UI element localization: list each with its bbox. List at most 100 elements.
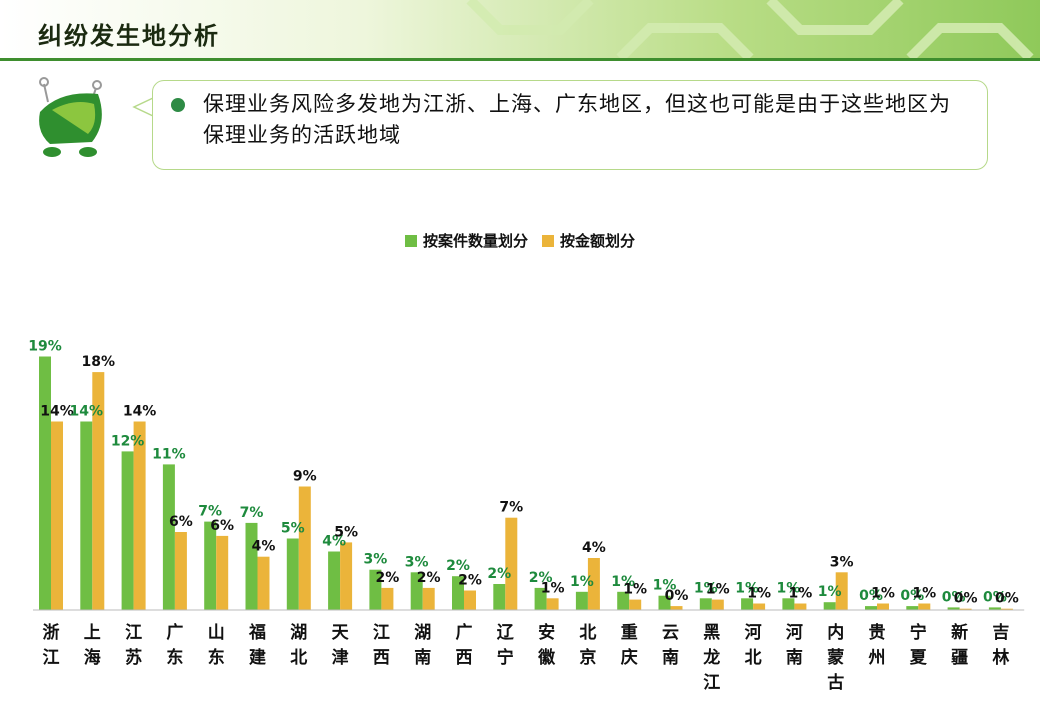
data-label-count-5: 7% — [240, 505, 264, 521]
bar-count-7 — [328, 551, 341, 610]
category-label-17: 河 — [745, 623, 762, 643]
bar-count-20 — [865, 606, 877, 610]
bar-count-11 — [493, 584, 506, 610]
category-label-1: 上 — [84, 623, 101, 643]
category-label-10-char-1: 西 — [456, 648, 473, 668]
data-label-amount-9: 2% — [417, 570, 441, 586]
bar-count-6 — [286, 538, 299, 610]
bar-count-2 — [121, 451, 134, 610]
data-label-count-2: 12% — [111, 433, 145, 449]
data-label-count-16: 1% — [694, 580, 718, 596]
bar-amount-11 — [505, 517, 518, 610]
legend-item-series2: 按金额划分 — [542, 230, 635, 251]
data-label-count-14: 1% — [611, 574, 635, 590]
bar-amount-1 — [92, 372, 105, 610]
category-label-22: 新 — [951, 622, 968, 643]
category-label-4: 山 — [208, 623, 225, 643]
category-label-12: 安 — [538, 622, 555, 643]
data-label-count-21: 0% — [900, 588, 924, 604]
data-label-count-7: 4% — [322, 534, 346, 550]
category-label-16-char-1: 龙 — [702, 647, 720, 668]
category-label-14-char-1: 庆 — [621, 647, 638, 668]
data-label-amount-15: 0% — [665, 588, 689, 604]
header-hexagon-decoration — [466, 0, 1034, 58]
data-label-amount-7: 5% — [334, 524, 358, 540]
data-label-count-0: 19% — [28, 339, 62, 355]
bar-count-5 — [245, 522, 258, 610]
data-label-amount-13: 4% — [582, 540, 606, 556]
category-label-0-char-1: 江 — [43, 648, 60, 668]
category-label-23-char-1: 林 — [992, 647, 1009, 668]
bar-amount-2 — [133, 421, 146, 610]
bar-amount-23 — [1000, 608, 1013, 610]
category-label-7-char-1: 津 — [332, 647, 349, 668]
bar-amount-15 — [670, 606, 683, 610]
data-label-count-10: 2% — [446, 558, 470, 574]
category-label-1-char-1: 海 — [84, 647, 101, 668]
category-label-18: 河 — [786, 623, 803, 643]
bar-count-16 — [699, 598, 712, 610]
data-label-count-11: 2% — [487, 566, 511, 582]
category-label-2: 江 — [125, 623, 142, 643]
category-label-11: 辽 — [497, 623, 515, 643]
legend-swatch-series1 — [404, 234, 417, 247]
bar-count-23 — [988, 607, 1001, 610]
legend-swatch-series2 — [542, 234, 554, 247]
data-label-count-1: 14% — [70, 404, 104, 420]
category-label-5-char-1: 建 — [249, 647, 266, 668]
data-label-amount-1: 18% — [82, 354, 116, 370]
bar-count-22 — [947, 607, 960, 610]
data-label-amount-10: 2% — [458, 573, 482, 589]
bar-amount-19 — [835, 572, 848, 610]
data-label-amount-0: 14% — [40, 404, 74, 420]
category-label-3: 广 — [166, 622, 183, 643]
data-label-count-3: 11% — [152, 446, 186, 462]
header-divider — [0, 58, 1040, 61]
bar-amount-18 — [794, 603, 807, 610]
bar-amount-13 — [587, 558, 600, 610]
bar-amount-12 — [546, 598, 559, 610]
category-label-16-char-2: 江 — [703, 673, 720, 693]
bar-count-8 — [369, 569, 382, 610]
data-label-amount-16: 1% — [706, 582, 730, 598]
category-label-9: 湖 — [414, 623, 431, 643]
bar-count-12 — [534, 587, 547, 610]
callout-text: 保理业务风险多发地为江浙、上海、广东地区，但这也可能是由于这些地区为保理业务的活… — [203, 92, 951, 147]
bar-amount-3 — [174, 532, 187, 610]
bar-count-18 — [782, 598, 795, 610]
category-label-15: 云 — [662, 623, 679, 643]
category-label-8: 江 — [373, 623, 390, 643]
data-label-count-4: 7% — [198, 504, 222, 520]
bar-count-1 — [80, 421, 93, 610]
bar-amount-16 — [711, 599, 724, 610]
category-label-12-char-1: 徽 — [537, 647, 556, 668]
category-label-23: 吉 — [992, 623, 1009, 643]
category-label-4-char-1: 东 — [208, 647, 225, 668]
bar-count-3 — [162, 464, 175, 610]
header-banner: 纠纷发生地分析 — [0, 0, 1040, 58]
page-title: 纠纷发生地分析 — [38, 21, 220, 50]
bar-amount-5 — [257, 556, 270, 610]
data-label-count-18: 1% — [777, 580, 801, 596]
bar-amount-17 — [753, 603, 766, 610]
category-label-19-char-2: 古 — [827, 672, 844, 693]
category-label-5: 福 — [248, 622, 266, 643]
bullet-icon — [171, 98, 185, 112]
data-label-amount-3: 6% — [169, 514, 193, 530]
bar-chart: 19%14%浙江14%18%上海12%14%江苏11%6%广东7%6%山东7%4… — [28, 339, 1025, 693]
bar-amount-0 — [51, 421, 63, 610]
category-label-16: 黑 — [703, 623, 720, 643]
category-label-10: 广 — [456, 622, 473, 643]
data-label-amount-20: 1% — [871, 586, 895, 602]
data-label-amount-19: 3% — [830, 554, 854, 570]
legend-item-series1: 按案件数量划分 — [404, 230, 528, 251]
bar-amount-21 — [918, 603, 931, 610]
bar-count-4 — [204, 521, 217, 610]
bar-amount-14 — [629, 599, 642, 610]
data-label-amount-5: 4% — [252, 539, 276, 555]
data-label-amount-6: 9% — [293, 469, 317, 485]
category-label-6: 湖 — [290, 623, 307, 643]
chart-legend: 按案件数量划分 按金额划分 — [0, 230, 1040, 251]
bar-amount-4 — [216, 535, 229, 610]
legend-label-series2: 按金额划分 — [560, 232, 636, 250]
